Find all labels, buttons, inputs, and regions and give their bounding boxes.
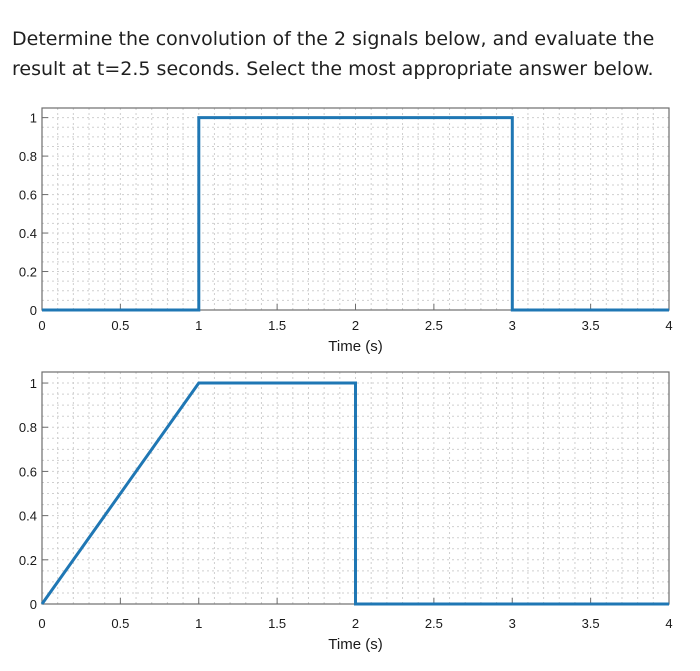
top-signal-plot: 0 0.2 0.4 0.6 0.8 1 0 0.5 1 1.5 2 2.5 3 3.5 4 Time (s)	[19, 107, 673, 355]
top-grid	[42, 108, 669, 310]
top-ytick-label: 1	[30, 111, 37, 126]
bottom-xtick-label: 0	[38, 616, 45, 631]
top-xaxis-title: Time (s)	[328, 338, 382, 355]
bottom-ytick-label: 0.8	[19, 420, 37, 435]
bottom-xaxis-title: Time (s)	[328, 636, 382, 653]
top-xtick-label: 0	[38, 318, 45, 333]
bottom-xtick-label: 4	[665, 616, 672, 631]
bottom-xtick-label: 2.5	[425, 616, 443, 631]
bottom-xtick-label: 0.5	[111, 616, 129, 631]
top-xtick-label: 2.5	[425, 318, 443, 333]
top-xtick-label: 2	[352, 318, 359, 333]
top-signal-line	[42, 116, 669, 312]
bottom-xtick-label: 3.5	[582, 616, 600, 631]
bottom-signal-line	[40, 381, 669, 606]
top-xtick-label: 3.5	[582, 318, 600, 333]
bottom-xtick-label: 3	[509, 616, 516, 631]
bottom-ytick-label: 0.4	[19, 509, 37, 524]
bottom-xtick-label: 1	[195, 616, 202, 631]
question-text: Determine the convolution of the 2 signa…	[12, 28, 655, 80]
top-ytick-label: 0.6	[19, 188, 37, 203]
bottom-grid	[42, 372, 669, 604]
top-xtick-label: 4	[665, 318, 672, 333]
bottom-xtick-label: 2	[352, 616, 359, 631]
top-xtick-label: 0.5	[111, 318, 129, 333]
bottom-ytick-label: 1	[30, 376, 37, 391]
bottom-ytick-label: 0.6	[19, 464, 37, 479]
top-xtick-label: 1.5	[268, 318, 286, 333]
bottom-ytick-label: 0.2	[19, 553, 37, 568]
top-xtick-label: 1	[195, 318, 202, 333]
top-ytick-label: 0.4	[19, 226, 37, 241]
bottom-signal-plot: 0 0.2 0.4 0.6 0.8 1 0 0.5 1 1.5 2 2.5 3 3.5 4 Time (s)	[19, 371, 673, 653]
bottom-xtick-label: 1.5	[268, 616, 286, 631]
top-xtick-label: 3	[509, 318, 516, 333]
bottom-ytick-label: 0	[30, 597, 37, 612]
top-ytick-label: 0	[30, 303, 37, 318]
top-ytick-label: 0.8	[19, 149, 37, 164]
top-ytick-label: 0.2	[19, 265, 37, 280]
